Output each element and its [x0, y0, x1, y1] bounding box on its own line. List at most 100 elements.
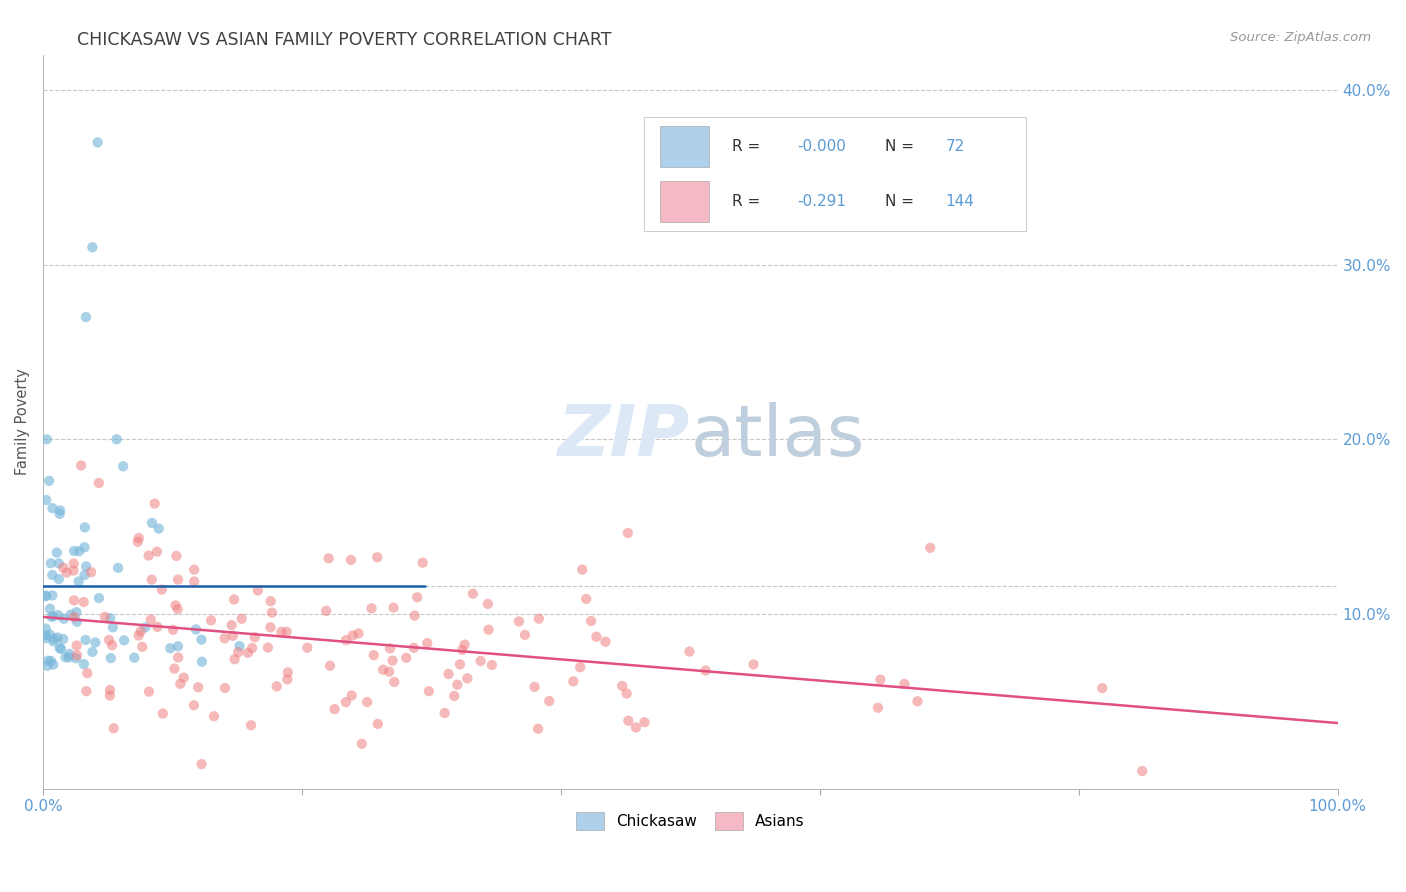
- Point: [183, 563, 205, 577]
- Point: [893, 677, 915, 691]
- Point: [63, 610, 86, 624]
- Point: [37, 658, 59, 673]
- Point: [148, 522, 170, 536]
- Point: [35, 432, 58, 446]
- Point: [124, 650, 146, 665]
- Point: [48, 557, 70, 571]
- Point: [167, 640, 190, 654]
- Point: [166, 602, 188, 616]
- Text: Source: ZipAtlas.com: Source: ZipAtlas.com: [1230, 31, 1371, 45]
- Point: [214, 681, 236, 695]
- Point: [240, 640, 263, 655]
- Point: [143, 497, 166, 511]
- Point: [224, 592, 246, 607]
- Point: [202, 709, 225, 723]
- Point: [35, 589, 58, 603]
- Point: [446, 678, 468, 692]
- Text: CHICKASAW VS ASIAN FAMILY POVERTY CORRELATION CHART: CHICKASAW VS ASIAN FAMILY POVERTY CORREL…: [77, 31, 612, 49]
- Point: [617, 714, 640, 728]
- Point: [107, 561, 129, 575]
- Point: [52, 612, 75, 626]
- Point: [1130, 764, 1153, 778]
- Point: [87, 591, 110, 606]
- Point: [319, 658, 342, 673]
- Point: [65, 651, 87, 665]
- Point: [259, 620, 281, 634]
- Point: [127, 534, 149, 549]
- Point: [35, 628, 58, 642]
- Point: [82, 240, 104, 254]
- Point: [184, 623, 207, 637]
- Point: [75, 632, 97, 647]
- Point: [62, 557, 84, 571]
- Point: [866, 700, 889, 714]
- Point: [167, 573, 190, 587]
- Point: [75, 310, 97, 324]
- Point: [624, 721, 647, 735]
- Point: [48, 507, 70, 521]
- Point: [141, 573, 163, 587]
- Point: [152, 706, 174, 721]
- Point: [443, 689, 465, 703]
- Text: R =: R =: [733, 139, 765, 154]
- Point: [58, 650, 80, 665]
- Point: [112, 633, 135, 648]
- Point: [236, 646, 259, 660]
- Point: [461, 587, 484, 601]
- Point: [66, 648, 89, 663]
- Point: [39, 628, 62, 642]
- Point: [260, 594, 283, 608]
- Point: [378, 641, 401, 656]
- Text: N =: N =: [884, 139, 918, 154]
- Point: [66, 615, 89, 629]
- Point: [35, 589, 58, 603]
- Point: [129, 624, 152, 639]
- Point: [579, 614, 602, 628]
- Point: [257, 640, 280, 655]
- Point: [224, 652, 246, 666]
- Point: [277, 665, 299, 680]
- Point: [315, 604, 337, 618]
- Text: 144: 144: [946, 194, 974, 209]
- Point: [226, 645, 249, 659]
- Point: [190, 632, 212, 647]
- Point: [98, 683, 121, 698]
- Point: [65, 605, 87, 619]
- Point: [470, 654, 492, 668]
- Point: [513, 628, 536, 642]
- Point: [55, 566, 77, 580]
- Point: [869, 673, 891, 687]
- Point: [366, 550, 388, 565]
- Point: [402, 640, 425, 655]
- Point: [41, 588, 63, 602]
- Point: [562, 674, 585, 689]
- Bar: [659, 181, 709, 221]
- Point: [340, 689, 363, 703]
- Point: [381, 654, 404, 668]
- Point: [73, 520, 96, 534]
- Point: [221, 618, 243, 632]
- Point: [342, 628, 364, 642]
- Point: [276, 673, 298, 687]
- Text: -0.291: -0.291: [797, 194, 846, 209]
- Point: [617, 525, 640, 540]
- Point: [42, 634, 65, 648]
- Point: [37, 654, 59, 668]
- Point: [200, 613, 222, 627]
- Point: [347, 626, 370, 640]
- Point: [335, 633, 357, 648]
- Point: [165, 549, 187, 563]
- Point: [41, 609, 63, 624]
- Legend: Chickasaw, Asians: Chickasaw, Asians: [571, 806, 811, 836]
- Point: [418, 684, 440, 698]
- Point: [146, 620, 169, 634]
- Point: [163, 662, 186, 676]
- Point: [35, 632, 58, 646]
- Text: N =: N =: [884, 194, 918, 209]
- Point: [451, 643, 474, 657]
- Point: [742, 657, 765, 672]
- Point: [52, 632, 75, 646]
- Point: [231, 612, 253, 626]
- Point: [340, 553, 363, 567]
- Text: 72: 72: [946, 139, 965, 154]
